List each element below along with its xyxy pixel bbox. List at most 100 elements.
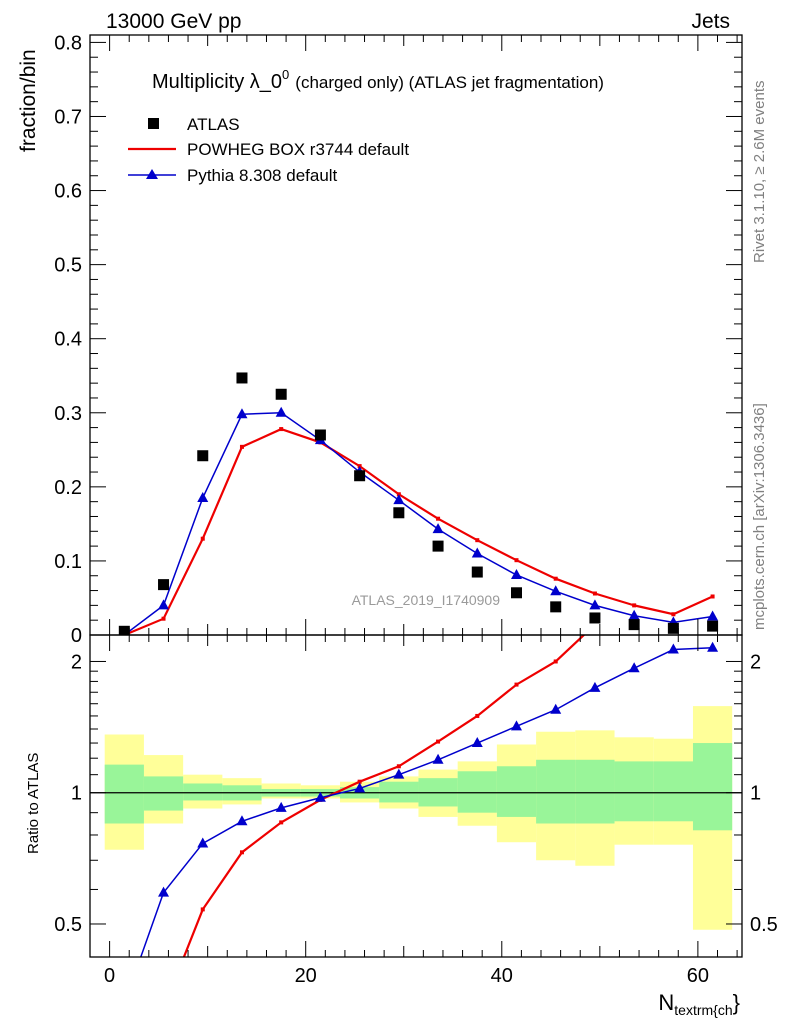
x-axis-label: Ntextrm{ch} — [658, 990, 740, 1018]
atlas-point — [118, 625, 130, 635]
atlas-point — [432, 540, 444, 552]
powheg-ratio-point — [357, 779, 362, 784]
powheg-ratio-point — [436, 739, 441, 744]
ratio-uncertainty-bands — [104, 706, 733, 930]
atlas-point — [236, 372, 248, 384]
ratio-tick-label-right: 1 — [750, 783, 761, 805]
x-tick-label: 0 — [104, 965, 115, 987]
ratio-panel-series — [139, 515, 719, 957]
axis-ticks — [89, 35, 742, 957]
powheg-ratio-point — [711, 515, 715, 519]
x-tick-label: 60 — [687, 965, 709, 987]
powheg-ratio-point — [200, 907, 205, 912]
atlas-point — [471, 566, 483, 578]
powheg-point — [553, 576, 558, 581]
ratio-tick-label-left: 1 — [71, 783, 82, 805]
powheg-ratio-point — [514, 682, 519, 687]
powheg-point — [592, 591, 597, 596]
atlas-point — [354, 470, 366, 482]
atlas-point — [550, 601, 562, 613]
pythia-ratio-point — [314, 791, 326, 802]
atlas-point — [158, 579, 170, 591]
band-inner-bin-2 — [183, 783, 223, 801]
pythia-point — [393, 494, 405, 505]
atlas-point — [707, 620, 719, 632]
chart-title-main: Multiplicity λ_0 — [152, 71, 282, 93]
atlas-point — [510, 587, 522, 599]
x-axis-label-close: } — [733, 990, 740, 1015]
atlas-point — [589, 612, 601, 624]
x-axis-label-main: N — [658, 990, 674, 1015]
y-tick-label-top: 0.5 — [54, 255, 82, 277]
data-series — [118, 372, 719, 957]
powheg-ratio-point — [632, 589, 636, 593]
x-tick-label: 40 — [491, 965, 513, 987]
band-inner-bin-13 — [614, 761, 654, 822]
y-tick-label-top: 0.4 — [54, 329, 82, 351]
y-tick-label-top: 0.2 — [54, 477, 82, 499]
powheg-ratio-point — [279, 820, 284, 825]
y-tick-label-top: 0.8 — [54, 32, 82, 54]
powheg-point — [239, 444, 244, 449]
powheg-point — [671, 612, 676, 617]
pythia-ratio-point — [432, 753, 444, 764]
pythia-ratio-point — [158, 886, 170, 897]
pythia-ratio-point — [628, 662, 640, 673]
pythia-point — [510, 569, 522, 579]
pythia-ratio-point — [393, 768, 405, 779]
pythia-ratio-point — [707, 641, 719, 652]
chart-title: Multiplicity λ_00 (charged only) (ATLAS j… — [152, 67, 604, 93]
ratio-tick-label-right: 0.5 — [750, 914, 778, 936]
pythia-point — [236, 408, 248, 419]
chart-title-rest: (charged only) (ATLAS jet fragmentation) — [295, 73, 604, 92]
band-inner-bin-7 — [379, 781, 419, 803]
pythia-ratio-point — [667, 643, 679, 654]
header-process-label: Jets — [691, 10, 730, 33]
pythia-ratio-point — [471, 737, 483, 748]
analysis-watermark: ATLAS_2019_I1740909 — [352, 592, 501, 608]
ratio-line-pythia — [139, 647, 713, 957]
band-inner-bin-0 — [104, 764, 144, 824]
powheg-ratio-point — [396, 764, 401, 769]
band-inner-bin-10 — [496, 766, 537, 817]
bottom-panel-frame — [89, 634, 743, 958]
rivet-version-label: Rivet 3.1.10, ≥ 2.6M events — [751, 81, 768, 264]
pythia-point — [275, 406, 287, 417]
powheg-point — [514, 558, 519, 563]
pythia-point — [589, 599, 601, 610]
pythia-ratio-point — [589, 681, 601, 692]
band-inner-bin-12 — [575, 759, 615, 824]
powheg-point — [632, 603, 637, 608]
ratio-tick-label-left: 0.5 — [54, 914, 82, 936]
powheg-point — [710, 594, 715, 599]
ratio-tick-label-right: 2 — [750, 651, 761, 673]
y-axis-label-bottom: Ratio to ATLAS — [25, 753, 42, 854]
mcplots-label: mcplots.cern.ch [arXiv:1306.3436] — [751, 403, 768, 630]
legend-atlas-label: ATLAS — [187, 115, 240, 134]
pythia-point — [628, 609, 640, 620]
y-tick-label-top: 0 — [71, 625, 82, 647]
pythia-point — [158, 599, 170, 610]
atlas-point — [275, 388, 287, 400]
pythia-point — [432, 523, 444, 534]
atlas-point — [314, 429, 326, 441]
powheg-ratio-point — [239, 850, 244, 855]
pythia-point — [550, 585, 562, 596]
powheg-ratio-point — [553, 659, 558, 664]
series-line-powheg — [123, 427, 714, 635]
plot-frames — [89, 34, 743, 958]
atlas-point — [393, 507, 405, 519]
powheg-point — [161, 616, 166, 621]
x-tick-label: 20 — [295, 965, 317, 987]
y-tick-label-top: 0.3 — [54, 403, 82, 425]
atlas-point — [197, 450, 209, 462]
y-tick-label-top: 0.1 — [54, 551, 82, 573]
y-tick-label-top: 0.7 — [54, 106, 82, 128]
atlas-point — [667, 622, 679, 634]
pythia-ratio-point — [275, 801, 287, 812]
powheg-point — [436, 516, 441, 521]
x-axis-label-sub: textrm{ch — [674, 1002, 732, 1018]
pythia-point — [471, 547, 483, 558]
band-inner-bin-1 — [143, 776, 184, 811]
